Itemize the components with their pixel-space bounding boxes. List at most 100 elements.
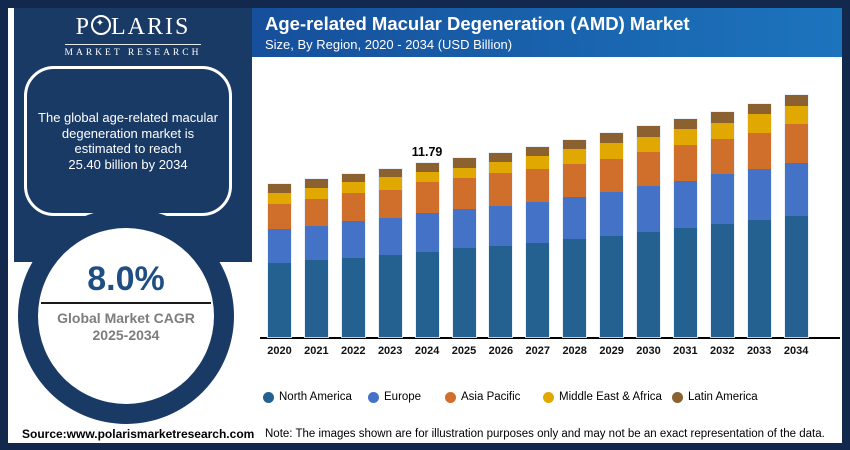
bar-segment-europe-2029 xyxy=(600,191,624,236)
bar-segment-asia-pacific-2021 xyxy=(304,199,328,226)
bar-segment-north-america-2025 xyxy=(452,248,476,337)
bar-segment-latin-america-2033 xyxy=(747,104,771,115)
bar-segment-latin-america-2025 xyxy=(452,158,476,168)
bar-segment-europe-2030 xyxy=(637,186,660,233)
bar-segment-asia-pacific-2028 xyxy=(563,164,587,197)
source-text: Source:www.polarismarketresearch.com xyxy=(22,427,255,441)
bar-segment-asia-pacific-2034 xyxy=(784,124,808,164)
stacked-bar-2025 xyxy=(451,157,477,338)
bar-segment-asia-pacific-2030 xyxy=(637,151,660,187)
bar-segment-europe-2032 xyxy=(710,174,734,225)
bar-segment-middle-east-africa-2021 xyxy=(304,187,328,200)
header-bar: Age-related Macular Degeneration (AMD) M… xyxy=(252,8,842,57)
bar-segment-asia-pacific-2032 xyxy=(710,139,734,175)
legend-item-north-america: North America xyxy=(263,390,352,404)
stacked-bar-2024 xyxy=(414,161,440,338)
bar-segment-north-america-2032 xyxy=(710,224,734,337)
bar-segment-latin-america-2027 xyxy=(526,146,550,157)
bar-segment-north-america-2028 xyxy=(563,239,587,337)
bar-segment-north-america-2022 xyxy=(341,257,365,337)
cagr-value: 8.0% xyxy=(87,260,165,298)
frame-top xyxy=(0,0,850,8)
polaris-logo: P ✦ LARIS MARKET RESEARCH xyxy=(14,14,252,60)
year-label-2030: 2030 xyxy=(636,345,661,357)
bar-segment-north-america-2024 xyxy=(415,251,439,337)
compass-star-icon: ✦ xyxy=(91,15,111,35)
cagr-label: Global Market CAGR 2025-2034 xyxy=(57,310,195,344)
cagr-circle: 8.0% Global Market CAGR 2025-2034 xyxy=(38,228,214,404)
bar-segment-latin-america-2021 xyxy=(304,179,328,188)
stacked-bar-2022 xyxy=(340,172,366,338)
bar-segment-north-america-2034 xyxy=(784,215,808,337)
bar-segment-north-america-2030 xyxy=(637,232,660,337)
year-label-2020: 2020 xyxy=(267,345,292,357)
frame-bottom xyxy=(0,443,850,450)
bar-segment-asia-pacific-2029 xyxy=(600,159,624,192)
bar-segment-asia-pacific-2023 xyxy=(378,190,402,219)
legend-dot-icon xyxy=(672,391,683,403)
legend-item-europe: Europe xyxy=(368,390,421,404)
bar-segment-asia-pacific-2026 xyxy=(489,172,513,206)
legend-label: North America xyxy=(279,391,352,403)
bar-segment-europe-2024 xyxy=(415,212,439,252)
stacked-bar-2030 xyxy=(636,125,661,338)
year-label-2027: 2027 xyxy=(525,345,551,357)
year-label-2031: 2031 xyxy=(673,345,698,357)
bar-segment-europe-2033 xyxy=(747,169,771,221)
bar-segment-asia-pacific-2033 xyxy=(747,132,771,170)
bar-segment-latin-america-2022 xyxy=(341,173,365,182)
page-title: Age-related Macular Degeneration (AMD) M… xyxy=(265,13,690,34)
bar-segment-latin-america-2034 xyxy=(784,95,808,106)
stacked-bar-2029 xyxy=(599,132,625,338)
year-label-2026: 2026 xyxy=(488,345,514,357)
bar-segment-europe-2027 xyxy=(526,201,550,243)
bar-segment-asia-pacific-2027 xyxy=(526,169,550,202)
x-axis-line xyxy=(260,337,840,339)
stacked-bar-2020 xyxy=(267,183,292,338)
bar-segment-latin-america-2028 xyxy=(563,140,587,150)
year-label-2034: 2034 xyxy=(783,345,809,357)
bar-segment-asia-pacific-2025 xyxy=(452,177,476,210)
note-text: Note: The images shown are for illustrat… xyxy=(265,428,825,440)
bar-segment-latin-america-2031 xyxy=(673,119,697,130)
legend-item-latin-america: Latin America xyxy=(672,390,758,404)
bar-segment-europe-2026 xyxy=(489,205,513,246)
year-label-2025: 2025 xyxy=(451,345,477,357)
bar-segment-middle-east-africa-2026 xyxy=(489,161,513,173)
callout-line: 25.40 billion by 2034 xyxy=(68,156,188,172)
year-label-2029: 2029 xyxy=(599,345,624,357)
bar-segment-latin-america-2029 xyxy=(600,133,624,144)
bar-segment-europe-2022 xyxy=(341,221,365,258)
bar-segment-middle-east-africa-2023 xyxy=(378,177,402,191)
logo-letters-laris: LARIS xyxy=(111,14,191,40)
bar-segment-middle-east-africa-2027 xyxy=(526,156,550,170)
bar-segment-middle-east-africa-2028 xyxy=(563,149,587,165)
bar-segment-middle-east-africa-2033 xyxy=(747,114,771,133)
year-label-2033: 2033 xyxy=(746,345,772,357)
legend-label: Europe xyxy=(384,391,422,403)
bar-segment-north-america-2027 xyxy=(526,242,550,337)
bar-segment-north-america-2020 xyxy=(268,262,291,337)
bar-segment-asia-pacific-2031 xyxy=(673,145,697,181)
legend-label: Asia Pacific xyxy=(461,391,521,403)
cagr-label-line2: 2025-2034 xyxy=(92,327,160,343)
bar-segment-middle-east-africa-2032 xyxy=(710,122,734,140)
legend-dot-icon xyxy=(445,391,456,403)
year-label-2022: 2022 xyxy=(341,345,366,357)
bar-segment-middle-east-africa-2020 xyxy=(268,192,291,205)
year-label-2023: 2023 xyxy=(377,345,403,357)
cagr-label-line1: Global Market CAGR xyxy=(57,310,195,326)
legend-label: Middle East & Africa xyxy=(559,391,662,403)
logo-wordmark: P ✦ LARIS xyxy=(14,14,252,41)
bar-segment-north-america-2031 xyxy=(673,228,697,337)
bar-segment-asia-pacific-2022 xyxy=(341,193,365,222)
bar-segment-middle-east-africa-2034 xyxy=(784,105,808,125)
stacked-bar-2023 xyxy=(377,168,403,338)
bar-segment-latin-america-2020 xyxy=(268,184,291,193)
stacked-bar-2033 xyxy=(746,103,772,338)
bar-segment-middle-east-africa-2031 xyxy=(673,129,697,146)
legend-dot-icon xyxy=(263,391,274,403)
bar-segment-latin-america-2032 xyxy=(710,111,734,123)
